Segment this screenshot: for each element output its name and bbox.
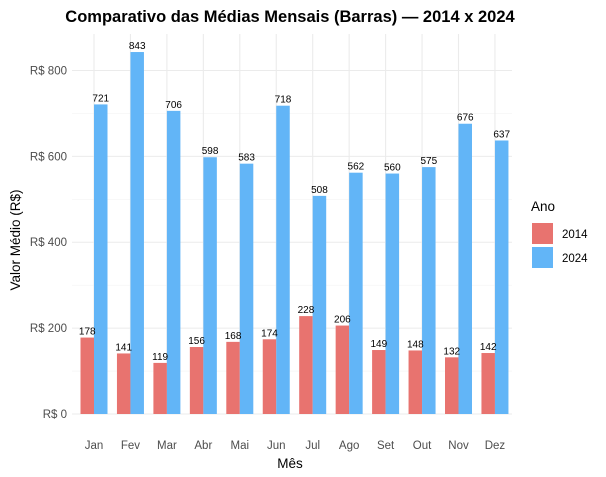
legend-key-2024 xyxy=(532,247,553,268)
data-label: 583 xyxy=(238,153,255,164)
bar-2014-Jan xyxy=(80,337,94,414)
y-tick-label: R$ 400 xyxy=(30,237,67,249)
data-label: 508 xyxy=(311,185,328,196)
bar-2024-Dez xyxy=(494,140,509,414)
bar-2024-Ago xyxy=(349,172,363,414)
x-tick-label: Nov xyxy=(448,440,469,452)
y-tick-label: R$ 0 xyxy=(43,409,67,421)
data-label: 142 xyxy=(480,342,497,353)
data-label: 174 xyxy=(261,328,278,339)
data-label: 721 xyxy=(92,93,109,104)
legend-key-2014 xyxy=(532,223,553,244)
data-label: 676 xyxy=(457,113,474,124)
data-label: 575 xyxy=(420,156,437,167)
x-tick-label: Dez xyxy=(485,440,506,452)
data-label: 843 xyxy=(129,41,146,52)
bar-2024-Out xyxy=(422,167,436,414)
x-tick-label: Ago xyxy=(339,440,359,452)
bar-2024-Jul xyxy=(312,195,327,414)
bar-2014-Nov xyxy=(445,357,459,414)
data-label: 228 xyxy=(298,305,315,316)
data-label: 562 xyxy=(348,162,365,173)
bar-2014-Dez xyxy=(481,353,495,414)
data-label: 141 xyxy=(115,342,132,353)
y-tick-label: R$ 800 xyxy=(30,65,67,77)
x-tick-label: Mar xyxy=(157,440,177,452)
data-label: 148 xyxy=(407,339,424,350)
y-tick-label: R$ 600 xyxy=(30,151,67,163)
data-label: 149 xyxy=(371,339,388,350)
x-tick-label: Jan xyxy=(85,440,104,452)
y-tick-label: R$ 200 xyxy=(30,323,67,335)
x-tick-label: Fev xyxy=(121,440,140,452)
bar-2014-Set xyxy=(372,350,386,414)
x-tick-label: Set xyxy=(377,440,395,452)
bar-2014-Jun xyxy=(262,339,277,414)
bar-2014-Mai xyxy=(226,341,240,414)
bars xyxy=(80,52,509,415)
x-axis: Jan Fev Mar Abr Mai Jun Jul Ago Set Out Nov Dez xyxy=(85,440,506,452)
y-axis: R$ 0 R$ 200 R$ 400 R$ 600 R$ 800 xyxy=(30,65,67,421)
bar-2014-Fev xyxy=(116,353,131,414)
x-tick-label: Jun xyxy=(267,440,286,452)
x-tick-label: Out xyxy=(413,440,432,452)
data-label: 706 xyxy=(165,100,182,111)
chart-title: Comparativo das Médias Mensais (Barras) … xyxy=(65,8,515,26)
data-label: 598 xyxy=(202,146,219,157)
data-label: 156 xyxy=(188,336,205,347)
y-axis-title: Valor Médio (R$) xyxy=(8,189,23,290)
bar-2024-Mai xyxy=(239,163,254,414)
bar-2024-Abr xyxy=(203,157,217,415)
legend-label-2024: 2024 xyxy=(562,253,588,265)
x-axis-title: Mês xyxy=(277,456,303,471)
data-label: 178 xyxy=(79,327,96,338)
data-label: 206 xyxy=(334,315,351,326)
data-label: 718 xyxy=(275,95,292,106)
legend-title: Ano xyxy=(531,199,555,214)
bar-2024-Nov xyxy=(458,123,472,414)
legend: Ano 2014 2024 xyxy=(531,199,588,268)
bar-2024-Mar xyxy=(166,110,181,414)
bar-2014-Jul xyxy=(299,316,313,414)
data-label: 168 xyxy=(225,331,242,342)
x-tick-label: Abr xyxy=(194,440,212,452)
x-tick-label: Jul xyxy=(305,440,320,452)
bar-2014-Ago xyxy=(335,325,350,414)
data-label: 119 xyxy=(152,352,168,363)
bar-2024-Jun xyxy=(276,105,290,415)
bar-2024-Fev xyxy=(130,52,144,414)
bar-2014-Mar xyxy=(153,362,167,414)
bar-2024-Jan xyxy=(94,104,108,414)
bar-2024-Set xyxy=(385,173,400,414)
legend-label-2014: 2014 xyxy=(562,229,588,241)
bar-2014-Abr xyxy=(189,347,204,414)
data-label: 560 xyxy=(384,163,401,174)
x-tick-label: Mai xyxy=(231,440,250,452)
data-label: 132 xyxy=(443,346,460,357)
data-labels: 178 141 119 156 168 174 228 206 149 148 132 142 721 8… xyxy=(79,41,511,363)
data-label: 637 xyxy=(493,129,510,140)
bar-2014-Out xyxy=(408,350,423,414)
